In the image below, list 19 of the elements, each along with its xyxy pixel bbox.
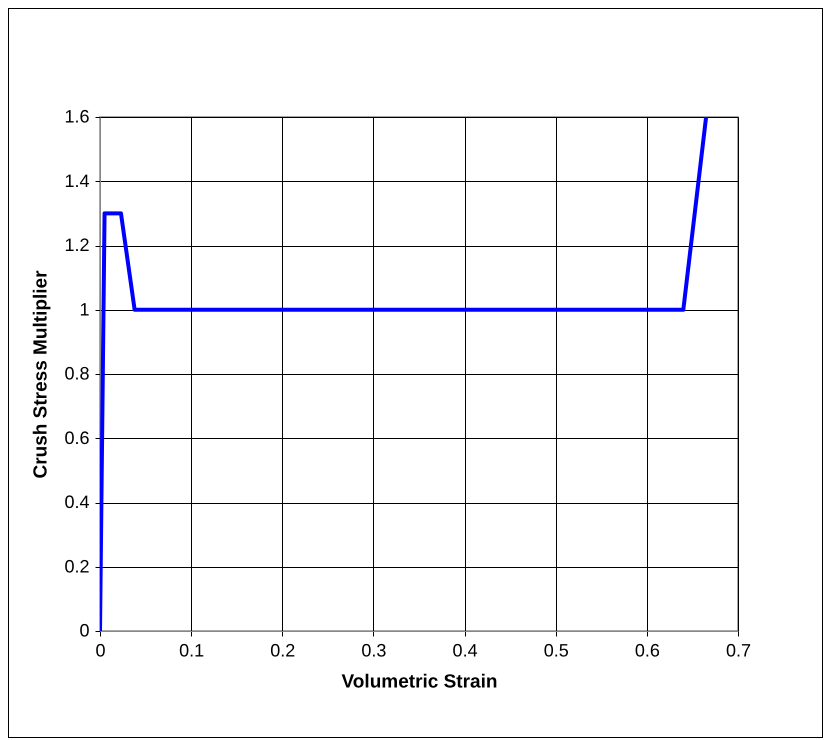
y-tick-label: 0.4	[64, 492, 90, 512]
x-tick-label: 0	[95, 640, 106, 660]
x-tick-label: 0.1	[179, 640, 204, 660]
x-tick-label: 0.7	[726, 640, 752, 660]
x-tick-label: 0.4	[452, 640, 478, 660]
y-tick-label: 0	[79, 620, 90, 640]
y-tick-label: 1.2	[64, 235, 90, 255]
x-tick-label: 0.2	[270, 640, 296, 660]
x-axis-title: Volumetric Strain	[342, 672, 498, 692]
y-axis-title: Crush Stress Multiplier	[30, 270, 52, 478]
y-tick-label: 1	[79, 299, 90, 320]
x-tick-label: 0.3	[361, 640, 386, 660]
y-tick-label: 0.6	[64, 428, 90, 448]
y-tick-label: 1.6	[64, 106, 90, 126]
y-tick-label: 0.8	[64, 364, 90, 384]
x-tick-label: 0.6	[634, 640, 660, 660]
y-tick-label: 1.4	[64, 170, 90, 191]
y-tick-label: 0.2	[64, 556, 90, 576]
x-tick-label: 0.5	[544, 640, 569, 660]
